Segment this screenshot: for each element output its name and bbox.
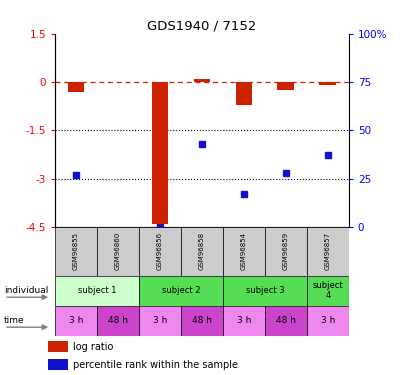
Text: subject 3: subject 3	[246, 286, 284, 295]
Bar	[48, 341, 68, 352]
Text: GSM96858: GSM96858	[199, 232, 205, 270]
Bar	[55, 276, 139, 306]
Bar	[223, 227, 265, 276]
Text: 48 h: 48 h	[192, 316, 212, 325]
Text: subject
4: subject 4	[313, 281, 343, 300]
Bar	[181, 306, 223, 336]
Text: GSM96857: GSM96857	[325, 232, 331, 270]
Bar	[277, 82, 294, 90]
Bar	[97, 227, 139, 276]
Text: GSM96860: GSM96860	[115, 232, 121, 270]
Bar	[55, 227, 97, 276]
Bar	[265, 306, 307, 336]
Text: subject 2: subject 2	[162, 286, 200, 295]
Bar	[307, 306, 349, 336]
Text: GSM96855: GSM96855	[73, 232, 79, 270]
Text: GSM96856: GSM96856	[157, 232, 163, 270]
Text: GSM96859: GSM96859	[283, 232, 289, 270]
Text: subject 1: subject 1	[78, 286, 116, 295]
Bar	[139, 276, 223, 306]
Bar	[319, 82, 336, 85]
Bar	[307, 276, 349, 306]
Bar	[181, 227, 223, 276]
Text: 3 h: 3 h	[321, 316, 335, 325]
Bar	[265, 227, 307, 276]
Bar	[223, 306, 265, 336]
Text: time: time	[4, 316, 25, 325]
Bar	[97, 306, 139, 336]
Text: 3 h: 3 h	[69, 316, 83, 325]
Bar	[68, 82, 84, 92]
Text: 3 h: 3 h	[153, 316, 167, 325]
Title: GDS1940 / 7152: GDS1940 / 7152	[147, 20, 257, 33]
Bar	[223, 276, 307, 306]
Bar	[139, 306, 181, 336]
Text: GSM96854: GSM96854	[241, 232, 247, 270]
Bar	[48, 359, 68, 370]
Text: 3 h: 3 h	[237, 316, 251, 325]
Text: log ratio: log ratio	[73, 342, 113, 352]
Bar	[152, 82, 169, 224]
Text: percentile rank within the sample: percentile rank within the sample	[73, 360, 238, 370]
Text: individual: individual	[4, 286, 49, 295]
Bar	[235, 82, 252, 105]
Bar	[55, 306, 97, 336]
Text: 48 h: 48 h	[276, 316, 296, 325]
Bar	[307, 227, 349, 276]
Text: 48 h: 48 h	[108, 316, 128, 325]
Bar	[139, 227, 181, 276]
Bar	[193, 79, 211, 82]
